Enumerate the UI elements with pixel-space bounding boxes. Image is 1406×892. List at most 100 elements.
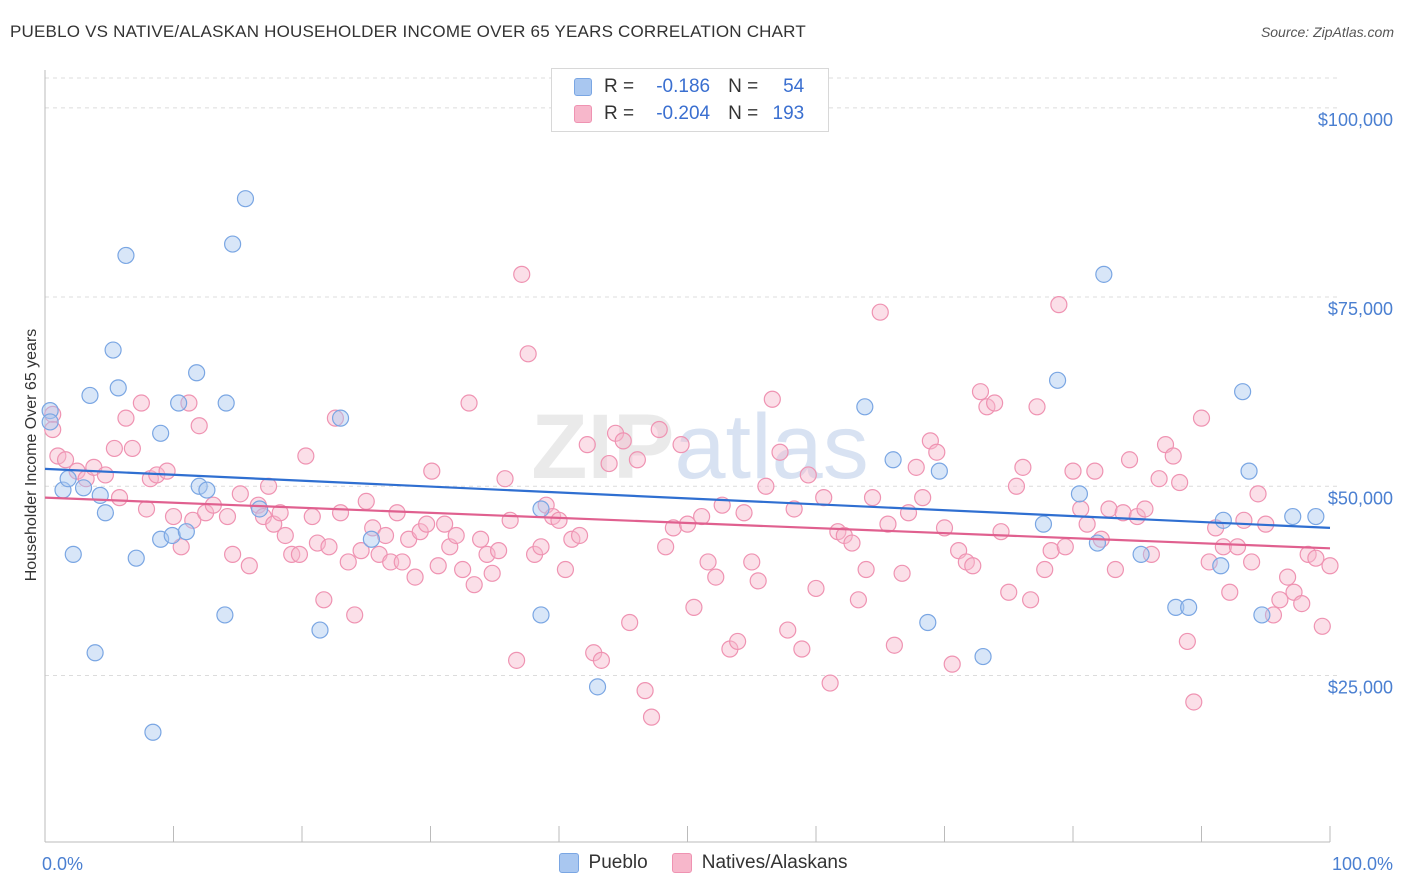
- point-natives: [490, 542, 508, 560]
- point-natives: [117, 409, 135, 427]
- point-natives: [1000, 583, 1018, 601]
- point-natives: [1228, 538, 1247, 556]
- x-tick-labels: 0.0% 100.0%: [42, 854, 1393, 874]
- point-natives: [843, 534, 861, 552]
- point-pueblo: [919, 613, 937, 632]
- point-natives: [1150, 470, 1168, 488]
- point-natives: [436, 515, 454, 533]
- point-natives: [1249, 485, 1267, 503]
- point-natives: [885, 636, 903, 654]
- point-natives: [707, 568, 725, 586]
- point-natives: [96, 466, 114, 484]
- legend-swatch-natives: [671, 853, 692, 873]
- point-pueblo: [1048, 371, 1067, 389]
- point-natives: [303, 507, 321, 526]
- point-natives: [105, 439, 123, 458]
- point-natives: [699, 553, 717, 571]
- point-natives: [729, 632, 747, 651]
- point-pueblo: [59, 470, 77, 488]
- point-natives: [986, 394, 1004, 412]
- n-value: 54: [783, 76, 805, 97]
- point-natives: [56, 451, 75, 469]
- point-natives: [393, 553, 411, 571]
- point-natives: [693, 507, 711, 526]
- trend-line-pueblo: [44, 467, 1331, 530]
- r-label: R =: [604, 103, 635, 124]
- point-natives: [429, 557, 447, 575]
- point-natives: [1164, 447, 1182, 465]
- axes: [44, 70, 1331, 843]
- point-natives: [331, 504, 350, 522]
- point-pueblo: [170, 394, 188, 412]
- point-pueblo: [236, 190, 255, 208]
- n-value: 193: [772, 103, 805, 124]
- y-tick-label: $100,000: [1318, 110, 1393, 130]
- r-label: R =: [604, 76, 635, 97]
- point-pueblo: [884, 451, 902, 469]
- point-natives: [1271, 591, 1289, 609]
- point-natives: [297, 447, 315, 465]
- point-pueblo: [1180, 598, 1198, 616]
- point-natives: [472, 530, 490, 548]
- point-natives: [793, 640, 811, 658]
- point-natives: [1321, 557, 1339, 575]
- point-pueblo: [1095, 265, 1113, 283]
- legend-item-pueblo: Pueblo: [558, 852, 648, 874]
- point-natives: [1313, 617, 1331, 635]
- point-pueblo: [216, 606, 234, 624]
- point-natives: [1014, 458, 1032, 476]
- point-natives: [123, 439, 141, 458]
- point-natives: [763, 390, 781, 408]
- point-natives: [1307, 549, 1325, 567]
- point-natives: [496, 470, 514, 488]
- point-natives: [339, 553, 357, 571]
- point-natives: [423, 462, 441, 480]
- point-natives: [1028, 398, 1046, 416]
- point-natives: [1050, 296, 1068, 314]
- point-natives: [1120, 451, 1139, 469]
- point-pueblo: [96, 504, 114, 522]
- point-natives: [943, 655, 961, 673]
- point-natives: [231, 485, 249, 503]
- y-tick-label: $75,000: [1328, 299, 1393, 319]
- point-natives: [276, 526, 294, 545]
- point-natives: [1106, 560, 1125, 579]
- point-natives: [1293, 594, 1311, 613]
- point-natives: [406, 568, 424, 586]
- point-natives: [570, 526, 589, 545]
- point-natives: [1021, 591, 1040, 609]
- point-pueblo: [1212, 557, 1230, 575]
- point-natives: [785, 500, 803, 518]
- point-natives: [992, 523, 1010, 541]
- point-pueblo: [1214, 511, 1232, 529]
- point-natives: [271, 504, 289, 522]
- x-tick-label: 0.0%: [42, 854, 83, 874]
- point-pueblo: [217, 394, 235, 412]
- legend-swatch-pueblo: [558, 853, 579, 873]
- point-natives: [1278, 568, 1297, 586]
- point-natives: [1056, 538, 1074, 556]
- point-natives: [172, 538, 190, 556]
- point-natives: [460, 394, 478, 412]
- stats-row-pueblo: R = -0.186 N = 54: [574, 75, 804, 99]
- point-natives: [556, 560, 575, 579]
- series-natives: [44, 265, 1339, 726]
- point-pueblo: [974, 647, 992, 666]
- point-natives: [928, 443, 946, 461]
- stats-row-natives: R = -0.204 N = 193: [574, 102, 804, 126]
- point-pueblo: [188, 364, 206, 382]
- point-natives: [642, 708, 661, 726]
- point-natives: [550, 511, 568, 529]
- point-natives: [164, 507, 183, 526]
- point-pueblo: [163, 526, 181, 545]
- point-pueblo: [1088, 534, 1107, 552]
- point-pueblo: [1253, 606, 1271, 624]
- point-pueblo: [1132, 545, 1150, 563]
- point-natives: [907, 458, 925, 476]
- x-tick-label: 100.0%: [1332, 854, 1393, 874]
- y-tick-labels: $25,000 $50,000 $75,000 $100,000: [1318, 110, 1393, 698]
- point-natives: [657, 538, 675, 556]
- point-pueblo: [362, 530, 380, 548]
- point-natives: [320, 538, 338, 556]
- point-natives: [513, 265, 531, 283]
